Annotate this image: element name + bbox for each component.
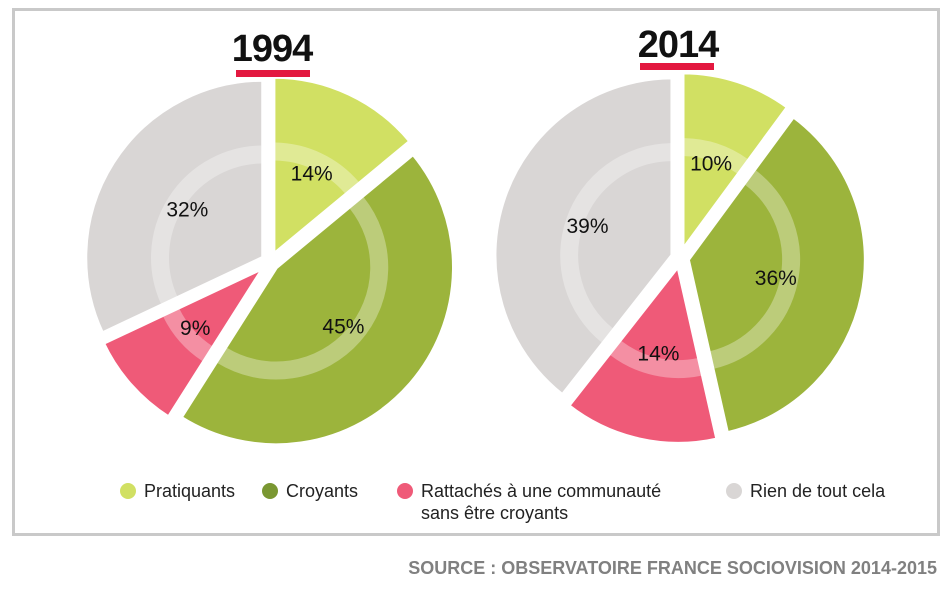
pie-2014-slice-rattaches (566, 263, 720, 446)
pie-1994-label-rien: 32% (166, 199, 208, 222)
legend-swatch-pratiquants (120, 483, 136, 499)
year-underline-2014 (640, 63, 714, 70)
legend-item-croyants: Croyants (262, 480, 358, 502)
year-underline-1994 (236, 70, 310, 77)
legend-label-croyants: Croyants (286, 481, 359, 501)
legend-item-rattaches: Rattachés à une communauté sans être cro… (397, 480, 661, 524)
pie-2014-ring-croyants (710, 170, 801, 369)
legend-swatch-croyants (262, 483, 278, 499)
pie-1994-ring-rattaches (163, 308, 213, 361)
pie-1994-ring-rien (151, 145, 262, 304)
pie-1994-slice-pratiquants (271, 74, 413, 257)
pie-2014-ring-pratiquants (683, 138, 748, 174)
charts-area: 1994 2014 14% 45% 9% 32% 10% 36% 14% 39% (83, 24, 868, 448)
pie-1994-ring-pratiquants (274, 142, 359, 194)
pie-2014-ring-rien (560, 143, 671, 343)
pie-2014-label-rattaches: 14% (637, 342, 679, 365)
pie-1994-label-croyants: 45% (322, 316, 364, 339)
legend: Pratiquants Croyants Rattachés à une com… (0, 470, 949, 530)
pie-2014-label-pratiquants: 10% (690, 152, 732, 175)
pie-2014-ring-rattaches (610, 340, 702, 379)
pie-1994-ring-croyants (217, 197, 389, 380)
pie-2014-slice-rien (492, 75, 675, 398)
pie-1994-slice-croyants (178, 151, 456, 448)
legend-swatch-rattaches (397, 483, 413, 499)
legend-label-rattaches: Rattachés à une communauté sans être cro… (421, 481, 662, 523)
pie-2014-label-croyants: 36% (755, 267, 797, 290)
pie-2014-label-rien: 39% (566, 215, 608, 238)
legend-item-rien: Rien de tout cela (726, 480, 885, 502)
legend-label-rien: Rien de tout cela (750, 481, 886, 501)
source-note: SOURCE : OBSERVATOIRE FRANCE SOCIOVISION… (408, 558, 937, 578)
pie-1994-label-pratiquants: 14% (291, 162, 333, 185)
pie-2014-slice-croyants (685, 114, 868, 436)
year-title-2014: 2014 (637, 24, 720, 66)
pie-2014-slice-pratiquants (680, 70, 791, 253)
year-title-1994: 1994 (231, 28, 314, 70)
pie-1994-label-rattaches: 9% (180, 317, 210, 340)
legend-item-pratiquants: Pratiquants (120, 480, 235, 502)
pie-1994-slice-rattaches (100, 265, 266, 420)
pie-charts-svg: 14% 45% 9% 32% 10% 36% 14% 39% (83, 70, 868, 448)
legend-label-pratiquants: Pratiquants (144, 481, 236, 501)
legend-swatch-rien (726, 483, 742, 499)
pie-1994-slice-rien (83, 77, 266, 336)
